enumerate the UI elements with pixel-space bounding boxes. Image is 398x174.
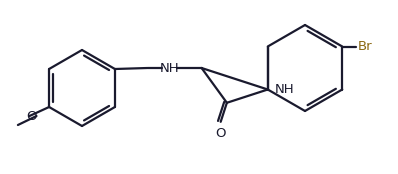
Text: NH: NH bbox=[160, 61, 179, 74]
Text: Br: Br bbox=[358, 40, 373, 53]
Text: O: O bbox=[26, 109, 37, 122]
Text: NH: NH bbox=[275, 83, 295, 96]
Text: O: O bbox=[215, 127, 226, 140]
